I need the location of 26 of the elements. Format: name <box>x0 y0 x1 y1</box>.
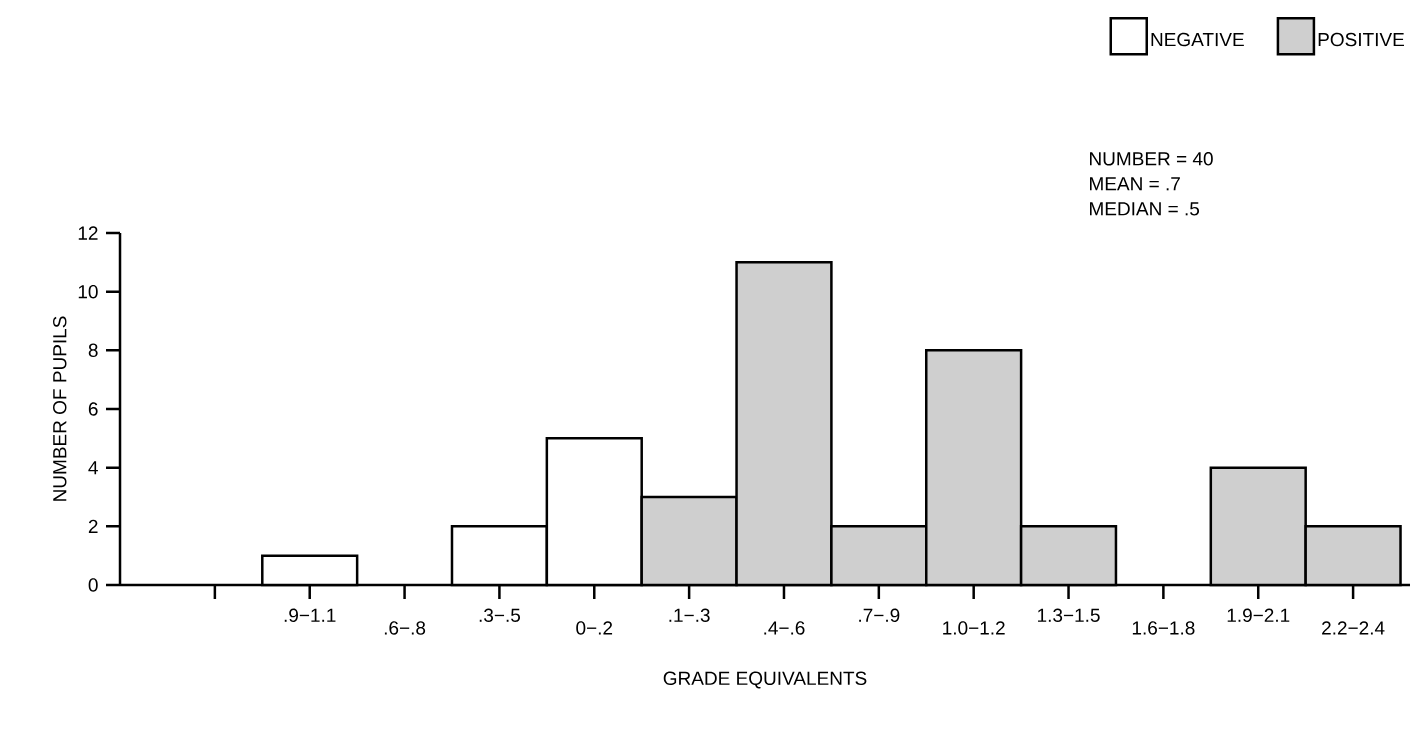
y-tick-label: 0 <box>88 578 98 592</box>
x-tick-label: .7−.9 <box>859 608 900 622</box>
y-tick-label: 4 <box>88 461 98 475</box>
y-tick-label: 10 <box>78 284 98 299</box>
x-axis-title: GRADE EQUIVALENTS <box>663 671 867 689</box>
y-tick-label: 12 <box>78 226 98 240</box>
x-tick-label: 1.6−1.8 <box>1132 621 1195 635</box>
x-tick-label: 1.3−1.5 <box>1038 608 1100 622</box>
x-tick-label: 2.2−2.4 <box>1322 621 1385 635</box>
x-tick-label: 1.9−2.1 <box>1227 608 1290 622</box>
x-tick-label: .9−1.1 <box>284 608 336 622</box>
x-tick-label: .4−.6 <box>764 621 805 635</box>
x-tick-label: .1−.3 <box>669 608 710 622</box>
y-axis-title: NUMBER OF PUPILS <box>53 316 67 501</box>
y-tick-label: 2 <box>88 519 98 533</box>
x-tick-label: .3−.5 <box>479 608 521 622</box>
x-tick-label: 0−.2 <box>576 621 613 635</box>
text: MEDIAN = .5 <box>1090 202 1200 216</box>
text: NUMBER = 40 <box>1090 152 1213 166</box>
x-tick-label: 1.0−1.2 <box>943 621 1005 635</box>
y-tick-label: 6 <box>88 402 98 416</box>
legend-label: NEGATIVE <box>1151 32 1244 47</box>
y-tick-label: 8 <box>88 343 98 358</box>
text: MEAN = .7 <box>1090 177 1180 191</box>
x-tick-label: .6−.8 <box>384 621 426 635</box>
legend-label: POSITIVE <box>1318 32 1404 47</box>
